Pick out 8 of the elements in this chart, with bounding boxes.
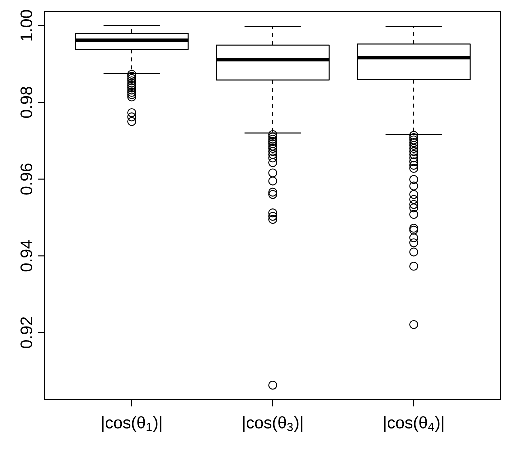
y-tick-label: 1.00: [20, 10, 33, 41]
x-tick-label: |cos(θ$_{1}$)|: [102, 416, 162, 432]
y-tick-label: 0.96: [20, 164, 33, 195]
x-tick-label: |cos(θ$_{4}$)|: [384, 416, 444, 432]
y-tick-label: 0.92: [20, 317, 33, 348]
y-tick-label: 0.98: [20, 87, 33, 118]
x-tick-label: |cos(θ$_{3}$)|: [243, 416, 303, 432]
y-tick-label: 0.94: [20, 240, 33, 272]
